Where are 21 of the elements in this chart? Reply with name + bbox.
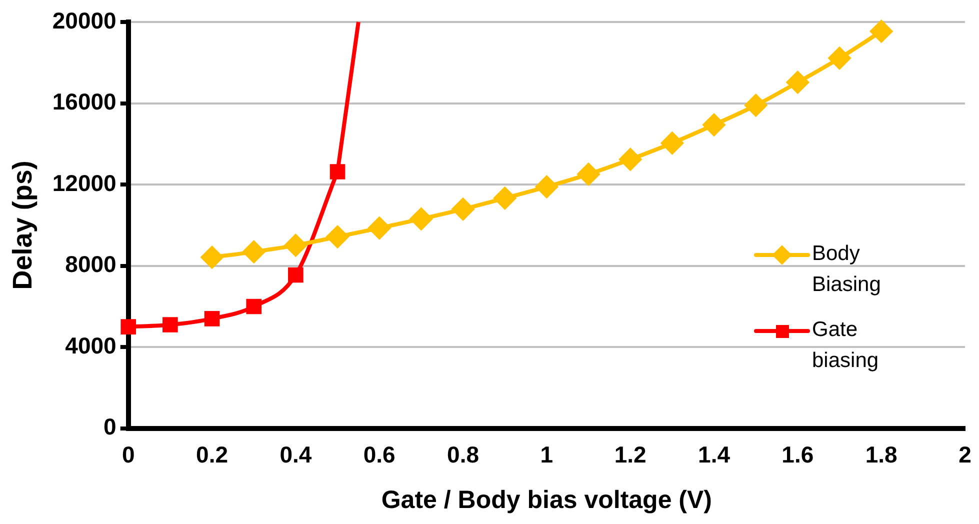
x-tick-label: 1.6	[782, 442, 814, 468]
y-tick-label: 8000	[65, 251, 116, 278]
legend-label: Gate biasing	[812, 317, 880, 374]
y-tick-label: 16000	[52, 88, 116, 115]
x-tick-label: 1.2	[614, 442, 646, 468]
y-tick-label: 20000	[52, 7, 116, 34]
x-tick-label: 2	[958, 442, 972, 468]
x-tick-label: 0	[122, 442, 135, 468]
y-tick-label: 12000	[52, 170, 116, 196]
x-tick-label: 1.4	[698, 442, 730, 468]
x-tick-label: 0.6	[363, 442, 396, 468]
x-tick-label: 0.8	[447, 442, 480, 468]
x-tick-label: 0.4	[280, 442, 312, 468]
y-tick-label: 0	[104, 414, 116, 440]
x-axis-title: Gate / Body bias voltage (V)	[381, 486, 712, 514]
legend-label: Body Biasing	[812, 241, 882, 298]
x-tick-label: 1	[540, 442, 554, 468]
x-tick-label: 0.2	[196, 442, 228, 468]
y-axis-title: Delay (ps)	[8, 160, 38, 290]
x-tick-label: 1.8	[865, 442, 898, 468]
y-tick-label: 4000	[65, 332, 116, 358]
